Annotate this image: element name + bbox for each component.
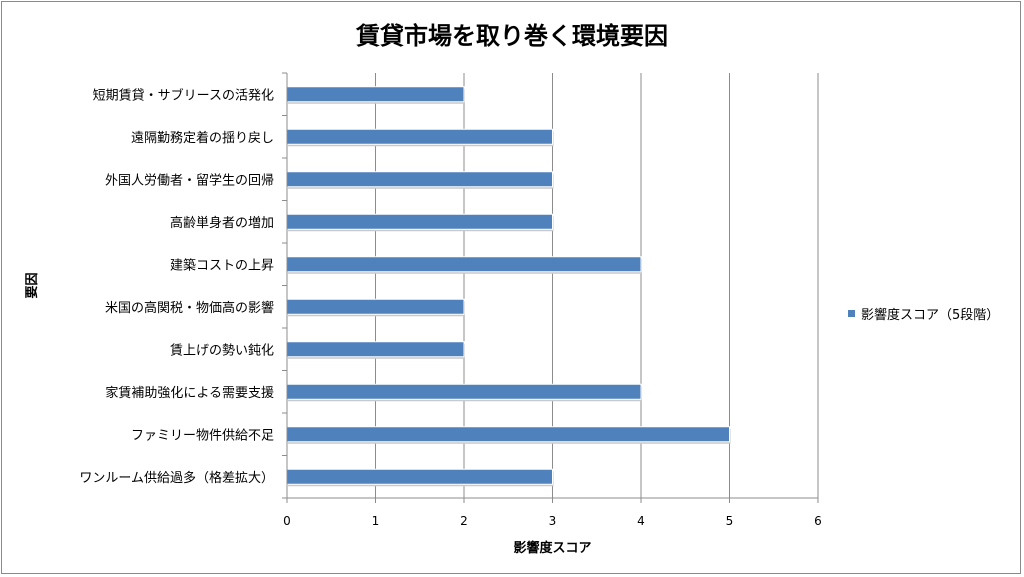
x-tick-label: 4 — [637, 514, 645, 528]
bar-3 — [286, 171, 553, 188]
chart-title: 賃貸市場を取り巻く環境要因 — [356, 22, 668, 50]
labels: 0 1 2 3 4 5 6 短期賃貸・サブリースの活発化遠隔勤務定着の揺り戻し外国人労働者・留… — [79, 87, 821, 528]
x-tick-label: 6 — [814, 514, 822, 528]
bar-6 — [286, 298, 465, 315]
category-label: 短期賃貸・サブリースの活発化 — [93, 87, 274, 103]
category-label: 高齢単身者の増加 — [170, 215, 274, 231]
category-label: ワンルーム供給過多（格差拡大） — [79, 470, 274, 486]
x-tick-label: 0 — [283, 514, 291, 528]
bar-7 — [286, 341, 465, 358]
legend-label: 影響度スコア（5段階） — [861, 307, 999, 323]
category-label: 家賃補助強化による需要支援 — [105, 385, 274, 401]
x-axis-title: 影響度スコア — [513, 540, 591, 556]
category-label: 建築コストの上昇 — [170, 258, 274, 273]
x-tick-label: 3 — [549, 514, 557, 528]
bar-1 — [286, 86, 465, 103]
bars — [286, 86, 731, 487]
x-tick-label: 1 — [372, 514, 380, 528]
bar-2 — [286, 128, 553, 145]
y-axis-title: 要因 — [25, 272, 40, 298]
legend-swatch — [848, 310, 855, 317]
category-label: 賃上げの勢い鈍化 — [170, 343, 274, 358]
bar-8 — [286, 383, 642, 400]
bar-10 — [286, 468, 553, 485]
category-label: 遠隔勤務定着の揺り戻し — [131, 130, 274, 146]
category-label: ファミリー物件供給不足 — [131, 428, 274, 443]
category-label: 米国の高関税・物価高の影響 — [105, 300, 274, 316]
x-tick-label: 5 — [726, 514, 734, 528]
category-label: 外国人労働者・留学生の回帰 — [105, 172, 274, 188]
x-tick-label: 2 — [460, 514, 468, 528]
bar-9 — [286, 426, 730, 443]
legend: 影響度スコア（5段階） — [848, 307, 999, 323]
bar-4 — [286, 213, 553, 230]
bar-5 — [286, 256, 642, 273]
axes — [282, 72, 819, 503]
